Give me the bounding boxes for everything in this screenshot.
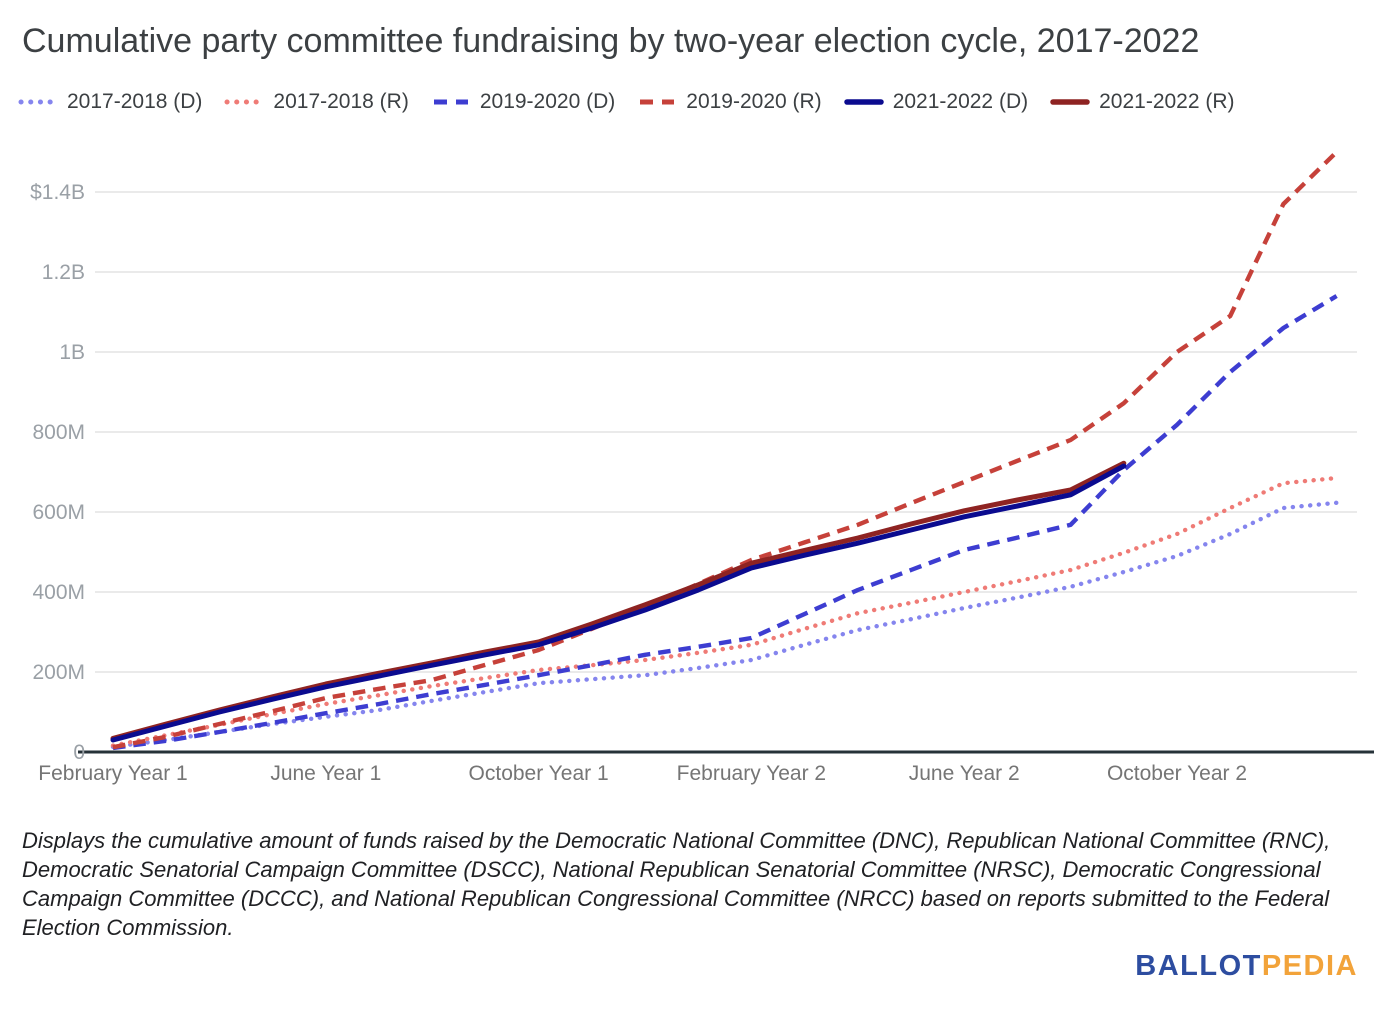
ballotpedia-logo: BALLOTPEDIA <box>1135 950 1358 983</box>
legend-label: 2017-2018 (D) <box>67 90 203 113</box>
x-tick-label: June Year 1 <box>270 762 381 785</box>
legend-item: 2021-2022 (D) <box>843 90 1029 114</box>
legend-swatch-solid <box>843 99 884 105</box>
series-line-2017-2018-r- <box>110 475 1339 748</box>
legend-item: 2021-2022 (R) <box>1050 90 1235 114</box>
legend-swatch-dashed <box>640 99 675 105</box>
x-tick-label: February Year 1 <box>38 762 187 785</box>
series-line-2021-2022-r- <box>110 460 1127 741</box>
y-tick-label: 0 <box>73 741 85 764</box>
chart-footnote: Displays the cumulative amount of funds … <box>22 828 1331 940</box>
legend-label: 2019-2020 (D) <box>479 90 616 113</box>
y-tick-label: 1B <box>59 341 85 364</box>
x-tick-label: June Year 2 <box>909 762 1020 785</box>
legend-label: 2019-2020 (R) <box>686 90 822 113</box>
y-tick-label: 800M <box>32 421 85 444</box>
legend-swatch-dotted <box>224 99 264 105</box>
series-line-2019-2020-r- <box>112 150 1339 750</box>
legend-item: 2017-2018 (D) <box>18 90 202 114</box>
legend-swatch-dashed <box>433 99 468 105</box>
legend-swatch-dotted <box>18 99 58 105</box>
ballotpedia-logo-pedia: PEDIA <box>1261 950 1358 982</box>
legend-swatch-solid <box>1050 99 1090 105</box>
legend-item: 2019-2020 (R) <box>637 90 822 114</box>
ballotpedia-logo-ballot: BALLOT <box>1135 950 1262 982</box>
series-line-2019-2020-d- <box>112 294 1338 751</box>
legend-item: 2017-2018 (R) <box>224 90 409 114</box>
legend-label: 2021-2022 (D) <box>892 90 1029 113</box>
legend-label: 2017-2018 (R) <box>273 90 409 113</box>
series-line-2021-2022-d- <box>110 463 1127 743</box>
series-line-2017-2018-d- <box>110 500 1339 749</box>
chart-legend: 2017-2018 (D) 2017-2018 (R) 2019-2020 (D) 2… <box>18 90 1235 114</box>
x-tick-label: February Year 2 <box>677 762 826 785</box>
y-tick-label: $1.4B <box>30 181 85 204</box>
legend-label: 2021-2022 (R) <box>1099 90 1235 113</box>
y-tick-label: 200M <box>32 661 85 684</box>
y-tick-label: 400M <box>32 581 85 604</box>
x-tick-label: October Year 2 <box>1107 762 1247 785</box>
y-tick-label: 1.2B <box>42 261 85 284</box>
y-tick-label: 600M <box>32 501 85 524</box>
chart-title: Cumulative party committee fundraising b… <box>22 22 1200 60</box>
legend-item: 2019-2020 (D) <box>431 90 615 114</box>
x-tick-label: October Year 1 <box>469 762 609 785</box>
